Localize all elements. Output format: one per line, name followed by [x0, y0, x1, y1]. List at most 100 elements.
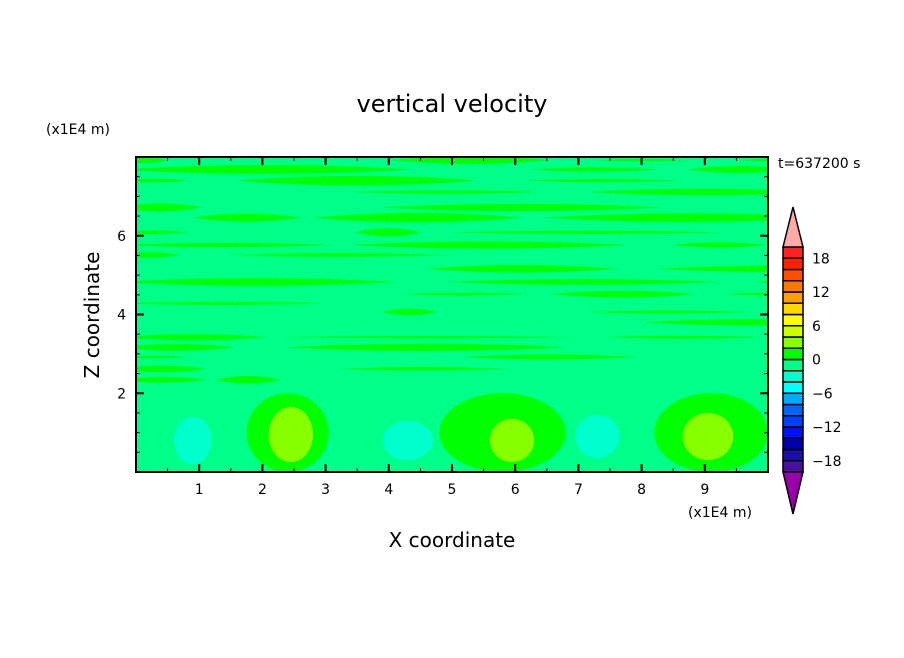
- colorbar-box: [782, 347, 804, 361]
- colorbar-box: [782, 392, 804, 406]
- contour-streak: [449, 230, 728, 234]
- contour-streak: [136, 377, 208, 383]
- contour-streak: [136, 178, 190, 183]
- contour-streak: [581, 310, 756, 314]
- contour-streak: [230, 253, 448, 257]
- contour-streak: [136, 230, 190, 235]
- colorbar-box: [782, 426, 804, 439]
- x-axis-label: X coordinate: [389, 528, 516, 552]
- colorbar-box: [782, 370, 804, 383]
- colorbar-box: [782, 460, 804, 473]
- colorbar-tick-label: −6: [812, 386, 833, 402]
- x-tick-label: 8: [637, 482, 646, 498]
- colorbar-box: [782, 246, 804, 259]
- colorbar-box: [782, 381, 804, 394]
- colorbar-tick-label: 6: [812, 319, 821, 335]
- contour-streak: [722, 292, 768, 296]
- contour-streak: [445, 279, 721, 285]
- x-tick-label: 6: [511, 482, 520, 498]
- contour-streak: [192, 213, 302, 222]
- colorbar-box: [782, 415, 804, 428]
- x-tick-label: 9: [700, 482, 709, 498]
- contour-streak: [136, 242, 334, 248]
- x-tick-label: 1: [195, 482, 204, 498]
- y-tick-label: 2: [117, 386, 126, 402]
- contour-streak: [313, 213, 523, 223]
- colorbar-under-triangle: [782, 471, 804, 515]
- contour-streak: [236, 175, 478, 186]
- x-tick-label: 4: [384, 482, 393, 498]
- x-tick-label: 5: [448, 482, 457, 498]
- colorbar-box: [782, 313, 804, 327]
- y-tick-label: 4: [117, 308, 126, 324]
- contour-streak: [549, 290, 696, 298]
- contour-streak: [461, 354, 637, 360]
- contour-streak: [136, 165, 415, 174]
- contour-streak: [381, 308, 438, 316]
- contour-streak: [136, 301, 326, 305]
- colorbar-tick-label: 0: [812, 353, 821, 369]
- contour-streak: [136, 203, 202, 212]
- chart-title: vertical velocity: [357, 90, 548, 118]
- contour-streak: [284, 343, 570, 351]
- contour-streak: [136, 278, 397, 286]
- contour-streak: [378, 203, 662, 212]
- y-unit-label: (x1E4 m): [46, 122, 110, 138]
- y-tick-label: 6: [117, 229, 126, 245]
- contour-streak: [426, 265, 618, 273]
- contour-streak: [136, 334, 268, 341]
- contour-streak: [136, 365, 207, 373]
- colorbar-box: [782, 336, 804, 349]
- contour-streak: [602, 335, 765, 339]
- contour-streak: [349, 241, 630, 249]
- contour-streak: [687, 166, 768, 173]
- colorbar: 18 12 6 0 −6 −12 −18: [782, 206, 842, 515]
- contour-band: [136, 387, 768, 396]
- contour-streak: [521, 179, 684, 183]
- contour-downdraft: [173, 416, 212, 465]
- x-tick-label: 7: [574, 482, 583, 498]
- contour-streak: [355, 228, 422, 237]
- contour-streak: [216, 376, 280, 384]
- contour-updraft-core: [682, 412, 734, 461]
- contour-streak: [280, 335, 573, 339]
- colorbar-tick-label: −18: [812, 454, 842, 470]
- colorbar-tick-label: 18: [812, 251, 830, 267]
- contour-streak: [339, 366, 510, 371]
- colorbar-box: [782, 280, 804, 293]
- colorbar-box: [782, 325, 804, 338]
- contour-streak: [655, 265, 768, 272]
- contour-streak: [755, 281, 768, 283]
- colorbar-box: [782, 268, 804, 282]
- contour-streak: [136, 252, 181, 258]
- colorbar-box: [782, 358, 804, 372]
- y-axis-label: Z coordinate: [80, 252, 104, 379]
- contour-streak: [541, 213, 768, 223]
- colorbar-box: [782, 302, 804, 316]
- contour-streak: [530, 167, 659, 172]
- time-label: t=637200 s: [778, 156, 860, 172]
- colorbar-tick-label: 12: [812, 285, 830, 301]
- contour-streak: [585, 188, 768, 196]
- contour-streak: [136, 344, 236, 351]
- contour-streak: [349, 190, 544, 194]
- x-tick-label: 3: [321, 482, 330, 498]
- plot-axes: 1 2 3 4 5 6 7 8 9 2 4 6: [117, 156, 769, 498]
- contour-downdraft: [575, 414, 620, 459]
- contour-streak: [399, 292, 528, 296]
- x-tick-label: 2: [258, 482, 267, 498]
- contour-streak: [136, 157, 168, 164]
- colorbar-box: [782, 437, 804, 451]
- colorbar-over-triangle: [782, 206, 804, 248]
- contour-streak: [641, 319, 768, 326]
- contour-streak: [136, 355, 191, 359]
- contour-updraft-core: [268, 407, 313, 463]
- colorbar-box: [782, 448, 804, 462]
- colorbar-tick-label: −12: [812, 420, 842, 436]
- contour-updraft-core: [489, 418, 535, 463]
- contour-streak: [671, 242, 767, 248]
- contour-streak: [390, 157, 551, 164]
- contour-field: [136, 157, 768, 472]
- colorbar-box: [782, 403, 804, 417]
